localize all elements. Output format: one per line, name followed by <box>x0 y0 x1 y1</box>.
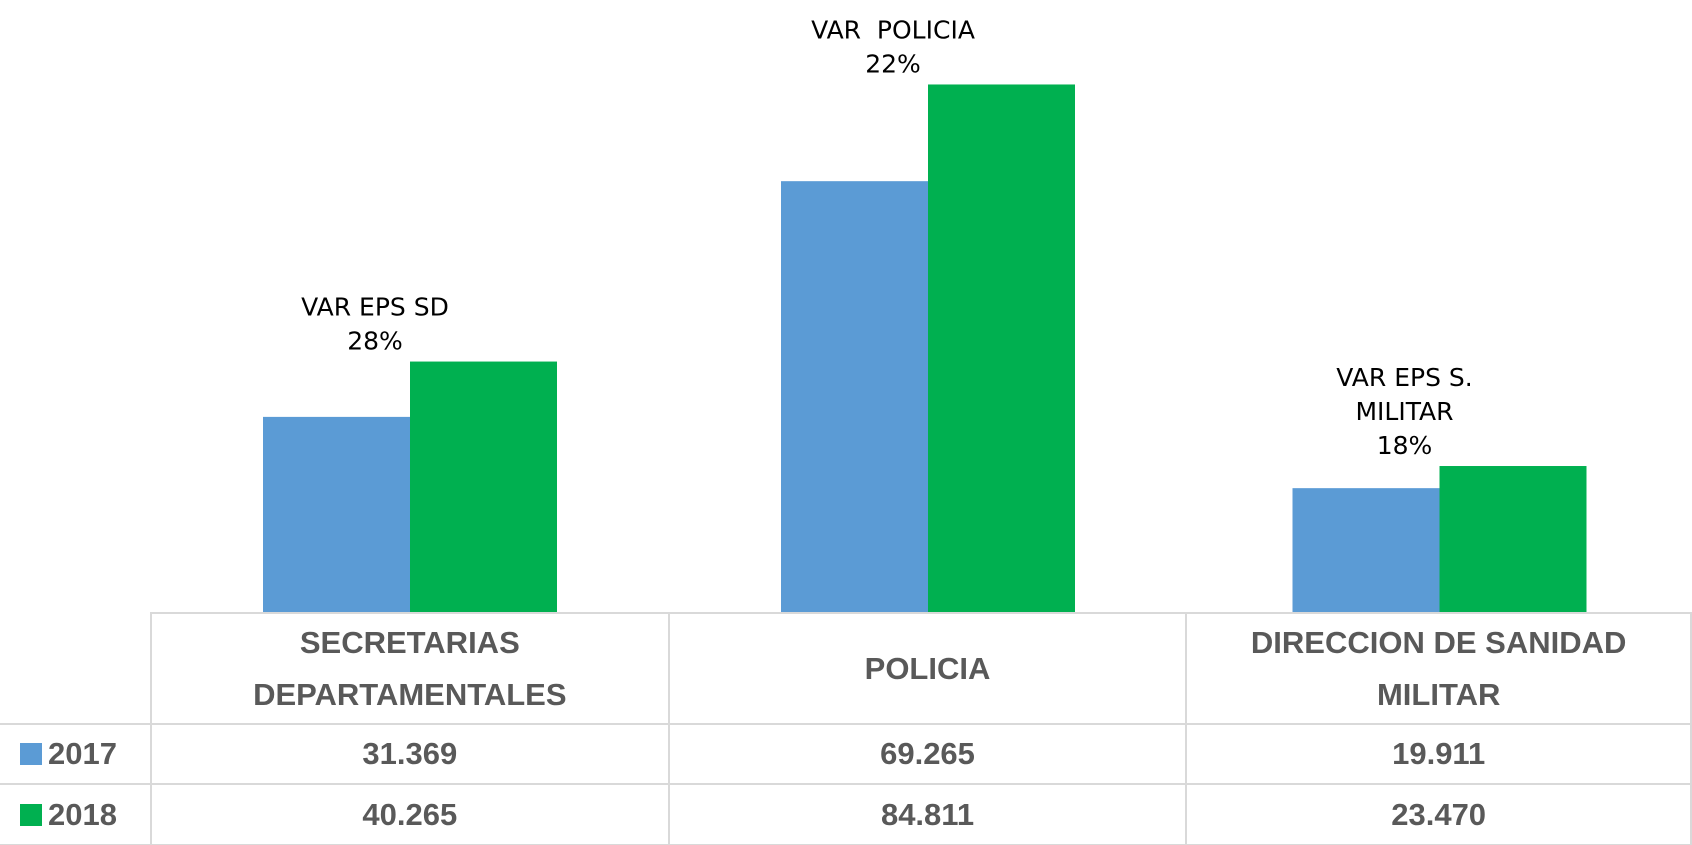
category-label: POLICIA <box>667 612 1188 725</box>
plot-area: VAR EPS SD 28% VAR POLICIA 22% VAR EPS S. MIL… <box>263 15 1587 612</box>
corner-cell <box>0 613 152 725</box>
bar <box>928 84 1075 612</box>
legend-cell: 2017 <box>0 723 152 785</box>
value-label: 69.265 <box>667 723 1188 785</box>
legend-label: 2017 <box>48 736 117 771</box>
bar <box>263 416 410 612</box>
value-label: 19.911 <box>1185 723 1692 785</box>
value-label: 84.811 <box>667 783 1188 845</box>
bar <box>410 361 557 612</box>
series-row: 2017 31.369 69.265 19.911 <box>0 723 1692 785</box>
series-row: 2018 40.265 84.811 23.470 <box>0 783 1692 845</box>
value-label: 23.470 <box>1185 783 1692 845</box>
legend-cell: 2018 <box>0 783 152 845</box>
bar <box>1439 466 1587 612</box>
header-row: SECRETARIAS DEPARTAMENTALES POLICIA DIRECC… <box>0 612 1692 725</box>
value-label: 31.369 <box>149 723 670 785</box>
annotation: 22% <box>865 49 921 78</box>
bar <box>1292 488 1440 612</box>
category-label: SECRETARIAS DEPARTAMENTALES <box>149 612 670 725</box>
legend-swatch <box>20 803 42 826</box>
bar <box>781 181 928 612</box>
value-label: 40.265 <box>149 783 670 845</box>
legend-label: 2018 <box>48 796 117 832</box>
data-table: SECRETARIAS DEPARTAMENTALES POLICIA DIRECC… <box>0 612 1692 845</box>
annotation: 28% <box>347 327 403 356</box>
annotation: VAR EPS SD <box>301 293 449 322</box>
annotation: MILITAR <box>1355 397 1453 426</box>
annotation: 18% <box>1377 431 1433 460</box>
category-label: DIRECCION DE SANIDAD MILITAR <box>1185 612 1692 725</box>
annotation: VAR POLICIA <box>811 15 975 44</box>
annotation: VAR EPS S. <box>1336 363 1472 392</box>
legend-swatch <box>20 743 42 765</box>
